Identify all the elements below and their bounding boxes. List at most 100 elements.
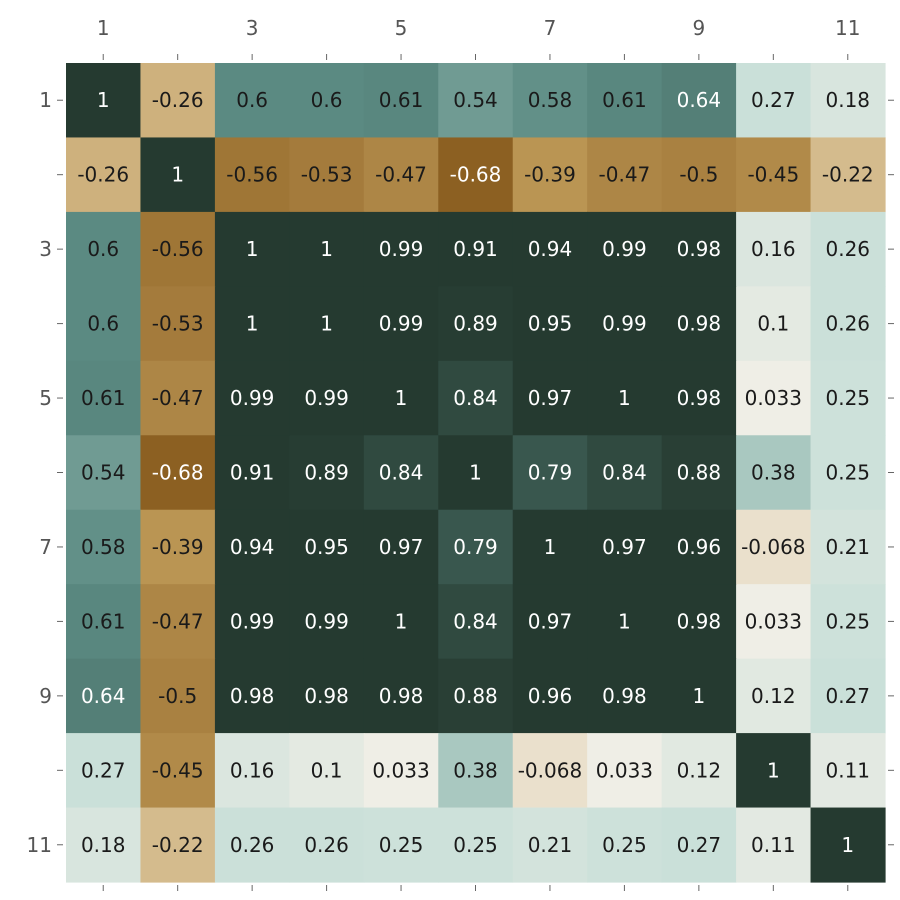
heatmap-cell <box>363 509 439 585</box>
cell-value-label: 0.6 <box>311 88 343 112</box>
heatmap-cell <box>214 286 290 362</box>
cell-value-label: 0.61 <box>602 88 647 112</box>
cell-value-label: 0.84 <box>602 461 647 485</box>
cell-value-label: 0.25 <box>379 833 424 857</box>
cell-value-label: 0.84 <box>453 609 498 633</box>
x-tick-label: 7 <box>544 16 557 40</box>
heatmap-cell <box>214 435 290 511</box>
cell-value-label: -0.56 <box>226 163 278 187</box>
cell-value-label: 0.98 <box>602 684 647 708</box>
heatmap-cell <box>363 211 439 287</box>
heatmap-cell <box>587 211 663 287</box>
cell-value-label: 0.89 <box>304 461 349 485</box>
cell-value-label: 0.98 <box>379 684 424 708</box>
heatmap-cell <box>587 360 663 436</box>
cell-value-label: 0.98 <box>304 684 349 708</box>
heatmap-cell <box>214 584 290 660</box>
cell-value-label: 1 <box>618 386 631 410</box>
heatmap-cell <box>363 658 439 734</box>
heatmap-cell <box>661 807 737 883</box>
cell-value-label: -0.53 <box>301 163 353 187</box>
heatmap-cell <box>810 509 886 585</box>
heatmap-cell <box>140 733 216 809</box>
cell-value-label: 0.91 <box>453 237 498 261</box>
cell-value-label: 0.12 <box>751 684 796 708</box>
cell-value-label: 0.99 <box>602 312 647 336</box>
cell-value-label: -0.47 <box>599 163 651 187</box>
cell-value-label: 0.99 <box>304 386 349 410</box>
cell-value-label: 0.99 <box>602 237 647 261</box>
y-tick-label: 3 <box>39 237 52 261</box>
heatmap-cell <box>289 733 365 809</box>
heatmap-cell <box>512 658 588 734</box>
cell-value-label: -0.47 <box>152 609 204 633</box>
heatmap-cell <box>661 509 737 585</box>
heatmap-cell <box>512 807 588 883</box>
heatmap-cell <box>736 435 812 511</box>
cell-value-label: 0.96 <box>528 684 573 708</box>
cell-value-label: 0.58 <box>81 535 126 559</box>
cell-value-label: 1 <box>841 833 854 857</box>
cell-value-label: 0.94 <box>528 237 573 261</box>
cell-value-label: -0.26 <box>77 163 129 187</box>
cell-value-label: 0.26 <box>826 312 871 336</box>
heatmap-cell <box>512 733 588 809</box>
cell-value-label: 1 <box>246 312 259 336</box>
y-tick-label: 9 <box>39 684 52 708</box>
heatmap-cell <box>661 211 737 287</box>
heatmap-cell <box>363 63 439 139</box>
x-tick-label: 3 <box>246 16 259 40</box>
cell-value-label: 0.033 <box>372 758 429 782</box>
heatmap-cell <box>214 658 290 734</box>
heatmap-cell <box>66 286 142 362</box>
cell-value-label: 0.99 <box>230 386 275 410</box>
cell-value-label: 1 <box>171 163 184 187</box>
heatmap-cell <box>289 63 365 139</box>
cell-value-label: -0.39 <box>152 535 204 559</box>
cell-value-label: -0.22 <box>822 163 874 187</box>
heatmap-cell <box>140 509 216 585</box>
heatmap-cell <box>66 509 142 585</box>
heatmap-cell <box>810 360 886 436</box>
heatmap-cell <box>810 584 886 660</box>
heatmap-cell <box>512 63 588 139</box>
heatmap-cell <box>140 435 216 511</box>
cell-value-label: -0.068 <box>518 758 582 782</box>
cell-value-label: 0.38 <box>453 758 498 782</box>
heatmap-cell <box>810 63 886 139</box>
heatmap-cell <box>214 63 290 139</box>
cell-value-label: 0.25 <box>453 833 498 857</box>
heatmap-cell <box>289 360 365 436</box>
heatmap-cell <box>661 435 737 511</box>
heatmap-cell <box>363 807 439 883</box>
cell-value-label: 0.26 <box>826 237 871 261</box>
cell-value-label: -0.5 <box>679 163 718 187</box>
heatmap-cell <box>289 286 365 362</box>
cell-value-label: -0.45 <box>152 758 204 782</box>
heatmap-cell <box>438 286 514 362</box>
heatmap-cell <box>363 360 439 436</box>
heatmap-cell <box>512 435 588 511</box>
heatmap-cell <box>661 137 737 213</box>
heatmap-cell <box>66 435 142 511</box>
heatmap-cell <box>512 509 588 585</box>
cell-value-label: 0.97 <box>528 609 573 633</box>
heatmap-cell <box>587 435 663 511</box>
cell-value-label: 0.12 <box>677 758 722 782</box>
heatmap-cell <box>661 658 737 734</box>
cell-value-label: -0.5 <box>158 684 197 708</box>
heatmap-cell <box>512 211 588 287</box>
cell-value-label: 0.96 <box>677 535 722 559</box>
cell-value-label: 0.64 <box>81 684 126 708</box>
heatmap-cell <box>438 807 514 883</box>
heatmap-cell <box>140 137 216 213</box>
heatmap-cell <box>736 807 812 883</box>
cell-value-label: 0.88 <box>677 461 722 485</box>
heatmap-cell <box>363 733 439 809</box>
cell-value-label: 0.18 <box>81 833 126 857</box>
heatmap-cell <box>438 63 514 139</box>
cell-value-label: 0.84 <box>379 461 424 485</box>
heatmap-cell <box>438 509 514 585</box>
cell-value-label: 0.64 <box>677 88 722 112</box>
